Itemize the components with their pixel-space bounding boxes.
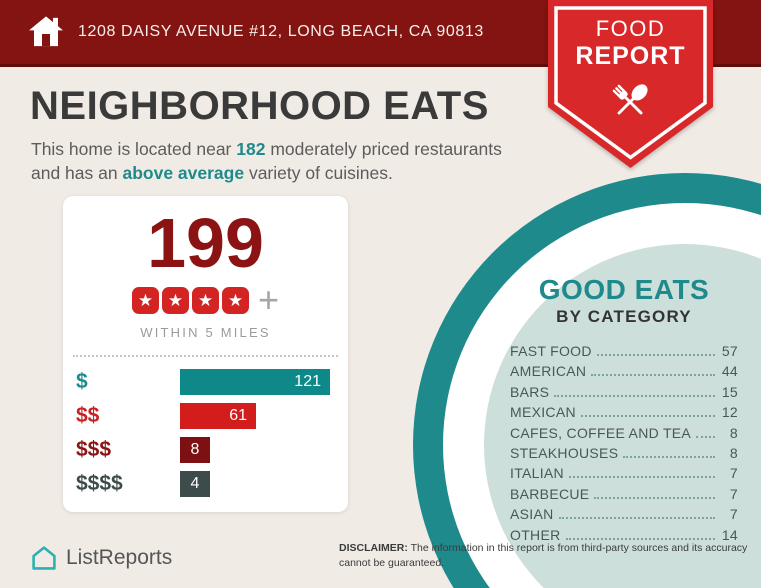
listreports-wordmark: ListReports — [66, 546, 173, 569]
category-name: ITALIAN — [510, 465, 564, 482]
category-row: AMERICAN 44 — [510, 363, 738, 383]
category-count: 8 — [729, 444, 738, 461]
rating-stars: ★ ★ ★ ★ + — [63, 282, 348, 318]
radius-label: WITHIN 5 MILES — [140, 325, 271, 340]
disclaimer-label: DISCLAIMER: — [339, 542, 408, 554]
dotted-leader — [568, 476, 715, 479]
dotted-leader — [591, 374, 715, 377]
variety-highlight: above average — [122, 162, 245, 183]
category-row: MEXICAN 12 — [510, 404, 738, 424]
ribbon-shape — [548, 0, 713, 168]
category-count: 8 — [729, 424, 738, 441]
price-tier-value: 4 — [190, 475, 200, 492]
dotted-leader — [696, 435, 715, 438]
price-tier-bar: 4 — [180, 471, 210, 497]
price-tier-label: $$ — [76, 404, 100, 427]
price-tier-label: $ — [76, 370, 88, 393]
price-tier-bar: 8 — [180, 437, 210, 463]
category-name: STEAKHOUSES — [510, 444, 619, 461]
category-name: BARS — [510, 383, 550, 400]
dotted-leader — [565, 537, 715, 540]
subtitle-text-1: This home is located near — [31, 139, 237, 159]
good-eats-subtitle: BY CATEGORY — [556, 307, 692, 326]
star-icon: ★ — [161, 286, 189, 314]
category-name: FAST FOOD — [510, 343, 592, 359]
listreports-logo: ListReports — [30, 544, 172, 572]
dotted-leader — [580, 415, 715, 418]
ribbon-label-food: FOOD — [595, 16, 666, 41]
price-tier-row: $$ 61 — [63, 403, 348, 429]
category-count: 57 — [721, 343, 738, 359]
listreports-house-icon — [32, 546, 56, 570]
good-eats-title: GOOD EATS — [538, 274, 710, 305]
category-row: OTHER 14 — [510, 527, 738, 547]
price-tier-value: 8 — [190, 441, 200, 458]
dotted-leader — [623, 455, 715, 458]
category-count: 7 — [729, 465, 738, 482]
category-count: 12 — [721, 404, 738, 421]
price-tier-value: 61 — [229, 407, 247, 424]
subtitle-text-3: variety of cuisines. — [244, 162, 393, 183]
category-row: FAST FOOD 57 — [510, 343, 738, 363]
category-row: CAFES, COFFEE AND TEA 8 — [510, 425, 738, 445]
disclaimer-text: The information in this report is from t… — [339, 542, 748, 570]
price-tier-row: $$$$ 4 — [63, 471, 348, 497]
good-eats-panel: GOOD EATS BY CATEGORY FAST FOOD 57 AMERICA… — [510, 274, 738, 547]
category-name: CAFES, COFFEE AND TEA — [510, 424, 692, 441]
restaurant-summary-card: 199 ★ ★ ★ ★ + WITHIN 5 MILES $121 $$ 61 $$$ 8 $$$… — [63, 196, 348, 512]
star-icon: ★ — [221, 286, 249, 314]
category-count: 14 — [721, 526, 738, 543]
category-name: ASIAN — [510, 506, 554, 523]
category-count: 7 — [729, 485, 738, 502]
category-row: ASIAN 7 — [510, 506, 738, 526]
price-tier-bar: 61 — [180, 403, 256, 429]
category-name: AMERICAN — [510, 363, 587, 380]
category-row: STEAKHOUSES 8 — [510, 445, 738, 465]
dotted-leader — [558, 517, 715, 520]
disclaimer: DISCLAIMER: The information in this repo… — [339, 541, 751, 571]
home-icon — [26, 12, 66, 52]
price-tier-chart: $121 $$ 61 $$$ 8 $$$$ 4 — [63, 369, 348, 497]
page-subtitle: This home is located near 182 moderately… — [31, 138, 521, 185]
page-title: NEIGHBORHOOD EATS — [30, 84, 489, 128]
food-report-ribbon: FOOD REPORT — [548, 0, 713, 168]
price-tier-row: $121 — [63, 369, 348, 395]
category-name: BARBECUE — [510, 485, 590, 502]
plus-sign: + — [257, 279, 280, 320]
category-row: BARS 15 — [510, 384, 738, 404]
category-count: 7 — [729, 506, 738, 523]
star-icon: ★ — [191, 286, 219, 314]
ribbon-label-report: REPORT — [575, 42, 686, 70]
category-count: 15 — [721, 383, 738, 400]
dotted-leader — [554, 394, 715, 397]
category-list: FAST FOOD 57 AMERICAN 44 BARS 15 MEXICAN 12 CAFE… — [510, 343, 738, 547]
fork-spoon-icon — [612, 84, 648, 115]
category-row: ITALIAN 7 — [510, 465, 738, 485]
card-divider — [73, 355, 338, 357]
price-tier-bar: 121 — [180, 369, 330, 395]
price-tier-label: $$$$ — [76, 472, 123, 495]
star-icon: ★ — [131, 286, 159, 314]
price-tier-label: $$$ — [76, 438, 112, 461]
category-row: BARBECUE 7 — [510, 486, 738, 506]
dotted-leader — [594, 496, 715, 499]
subtitle-text-2: moderately priced restaurants and has an — [31, 139, 502, 183]
property-address: 1208 DAISY AVENUE #12, LONG BEACH, CA 90… — [78, 23, 484, 40]
price-tier-value: 121 — [294, 373, 321, 390]
dotted-leader — [596, 354, 715, 356]
category-name: OTHER — [510, 526, 561, 543]
category-count: 44 — [721, 363, 738, 380]
category-name: MEXICAN — [510, 404, 576, 421]
restaurant-count: 182 — [236, 139, 266, 159]
total-restaurants: 199 — [147, 204, 264, 282]
price-tier-row: $$$ 8 — [63, 437, 348, 463]
